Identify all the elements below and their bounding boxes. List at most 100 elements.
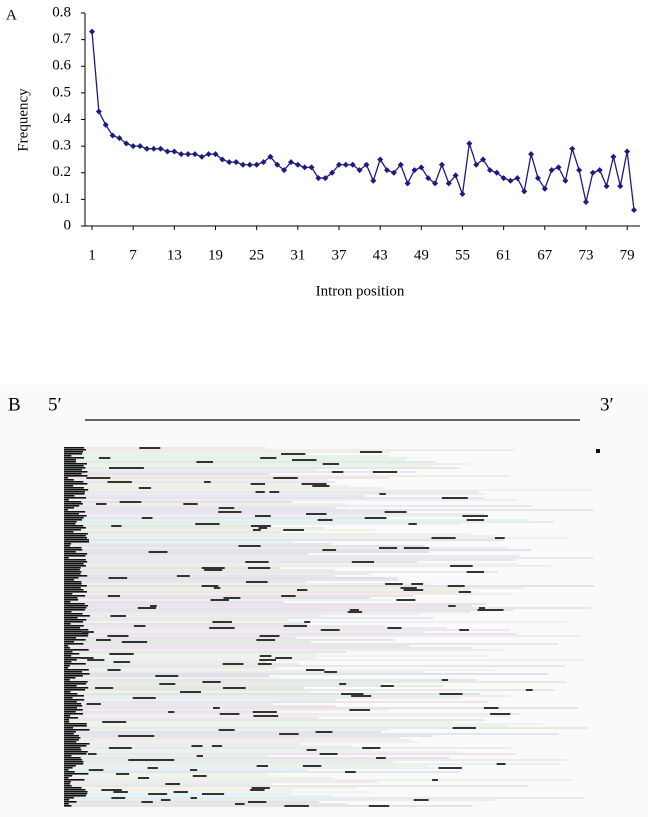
row xyxy=(66,791,375,793)
row xyxy=(66,553,308,555)
data-point xyxy=(260,159,267,166)
row-start xyxy=(64,551,76,553)
data-point xyxy=(205,151,212,158)
data-point xyxy=(335,161,342,168)
mark xyxy=(283,529,304,531)
row-start xyxy=(64,555,86,557)
row-start xyxy=(64,503,83,505)
row xyxy=(66,671,423,673)
row xyxy=(66,499,518,501)
row xyxy=(66,585,595,587)
row xyxy=(66,645,411,647)
row-start xyxy=(64,705,83,707)
row-start xyxy=(64,749,82,751)
row xyxy=(66,521,555,523)
mark xyxy=(139,447,161,449)
y-tick-label: 0 xyxy=(64,217,72,233)
mark xyxy=(304,621,311,623)
mark xyxy=(431,537,456,539)
row-start xyxy=(64,703,82,705)
mark xyxy=(376,757,386,759)
mark xyxy=(345,771,356,773)
row-start xyxy=(64,621,84,623)
y-tick-label: 0.2 xyxy=(52,164,71,180)
row xyxy=(66,781,379,783)
mark xyxy=(462,515,488,517)
row-start xyxy=(64,791,88,793)
mark xyxy=(296,589,308,591)
data-point xyxy=(603,183,610,190)
row-start xyxy=(64,623,71,625)
mark xyxy=(113,661,131,663)
row xyxy=(66,759,567,761)
x-tick-label: 79 xyxy=(620,247,635,263)
row-start xyxy=(64,501,82,503)
mark xyxy=(155,675,179,677)
mark xyxy=(458,591,471,593)
row-start xyxy=(64,619,87,621)
row xyxy=(66,613,420,615)
row xyxy=(66,785,529,787)
row xyxy=(66,655,489,657)
mark xyxy=(315,731,333,733)
x-tick-label: 19 xyxy=(208,247,223,263)
mark xyxy=(88,769,104,771)
row-start xyxy=(64,671,83,673)
data-point xyxy=(274,161,281,168)
row-start xyxy=(64,493,85,495)
row xyxy=(66,723,544,725)
row-start xyxy=(64,739,79,741)
y-tick-label: 0.7 xyxy=(52,31,71,47)
mark xyxy=(149,759,175,761)
x-tick-label: 31 xyxy=(290,247,305,263)
row-start xyxy=(64,581,82,583)
row-start xyxy=(64,649,89,651)
mark xyxy=(173,791,188,793)
mark xyxy=(496,763,506,765)
row xyxy=(66,463,469,465)
mark xyxy=(452,727,476,729)
data-point xyxy=(596,167,603,174)
row xyxy=(66,559,516,561)
row xyxy=(66,679,477,681)
row-start xyxy=(64,563,84,565)
mark xyxy=(466,519,485,521)
mark xyxy=(87,753,97,755)
x-axis-title: Intron position xyxy=(316,283,405,299)
row xyxy=(66,689,555,691)
row-start xyxy=(64,541,90,543)
row xyxy=(66,619,289,621)
mark xyxy=(260,457,277,459)
mark xyxy=(245,581,268,583)
x-tick-label: 43 xyxy=(373,247,388,263)
mark xyxy=(441,497,462,499)
mark xyxy=(86,703,101,705)
mark xyxy=(387,627,402,629)
data-point xyxy=(486,167,493,174)
row xyxy=(66,647,472,649)
row-start xyxy=(64,525,84,527)
row-start xyxy=(64,707,78,709)
row xyxy=(66,603,486,605)
row-start xyxy=(64,781,71,783)
data-point xyxy=(569,145,576,152)
row-start xyxy=(64,481,84,483)
data-point xyxy=(541,185,548,192)
mark xyxy=(247,801,267,803)
row-start xyxy=(64,789,86,791)
row xyxy=(66,581,307,583)
mark xyxy=(301,483,327,485)
mark xyxy=(201,793,225,795)
row-start xyxy=(64,573,81,575)
data-point xyxy=(123,140,130,147)
row xyxy=(66,747,512,749)
row xyxy=(66,523,461,525)
row xyxy=(66,699,338,701)
mark xyxy=(478,607,486,609)
row-start xyxy=(64,737,81,739)
row xyxy=(66,683,382,685)
row xyxy=(66,481,335,483)
mark xyxy=(130,735,155,737)
x-tick-label: 61 xyxy=(496,247,511,263)
row-start xyxy=(64,473,82,475)
